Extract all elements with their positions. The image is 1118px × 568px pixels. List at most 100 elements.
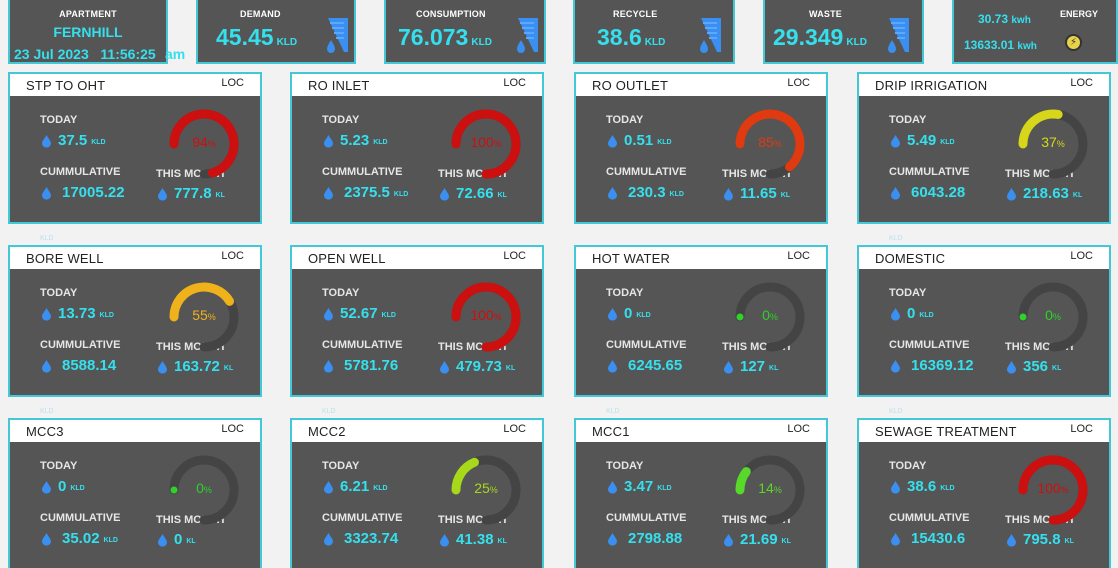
ghost-unit: KLD: [322, 408, 336, 415]
meter-card[interactable]: RO INLET LOC TODAY 5.23 KLD CUMMULATIVE 2…: [290, 72, 544, 224]
today-value: 5.49 KLD: [907, 132, 955, 149]
water-tap-icon: [517, 18, 538, 53]
water-drop-icon: [724, 534, 733, 547]
water-drop-icon: [42, 308, 51, 321]
loc-link[interactable]: LOC: [1070, 250, 1093, 262]
water-drop-icon: [891, 360, 900, 373]
water-drop-icon: [724, 361, 733, 374]
today-label: TODAY: [606, 287, 644, 299]
water-drop-icon: [324, 308, 333, 321]
meter-card[interactable]: BORE WELL LOC TODAY 13.73 KLD CUMMULATIVE…: [8, 245, 262, 415]
energy-panel: 30.73 kwh ENERGY 13633.01 kwh ⚡: [952, 0, 1118, 64]
gauge-track: [1018, 282, 1088, 352]
usage-gauge: [735, 282, 805, 352]
cumulative-label: CUMMULATIVE: [40, 166, 121, 178]
water-drop-icon: [42, 135, 51, 148]
cumulative-value: 17005.22: [62, 184, 125, 201]
loc-link[interactable]: LOC: [221, 77, 244, 89]
meter-card[interactable]: SEWAGE TREATMENT LOC TODAY 38.6 KLD CUMMU…: [857, 418, 1111, 568]
loc-link[interactable]: LOC: [787, 250, 810, 262]
recycle-value: 38.6 KLD: [597, 24, 666, 50]
water-drop-icon: [724, 188, 733, 201]
loc-link[interactable]: LOC: [787, 423, 810, 435]
gauge-percent: 100%: [470, 307, 502, 323]
loc-link[interactable]: LOC: [503, 77, 526, 89]
loc-link[interactable]: LOC: [787, 77, 810, 89]
loc-link[interactable]: LOC: [1070, 423, 1093, 435]
meter-card[interactable]: MCC2 LOC TODAY 6.21 KLD CUMMULATIVE 3323.…: [290, 418, 544, 568]
card-header: HOT WATER LOC: [576, 247, 826, 269]
ampm-text: am: [165, 46, 186, 62]
gauge-fill: [169, 282, 235, 322]
gauge-percent: 37%: [1041, 134, 1065, 150]
meter-card[interactable]: DRIP IRRIGATION LOC TODAY 5.49 KLD CUMMUL…: [857, 72, 1111, 242]
today-value: 6.21 KLD: [340, 478, 388, 495]
gauge-zero-dot: [170, 486, 178, 494]
water-drop-icon: [1007, 361, 1016, 374]
consumption-label: CONSUMPTION: [416, 9, 486, 19]
cumulative-label: CUMMULATIVE: [40, 512, 121, 524]
cumulative-label: CUMMULATIVE: [889, 339, 970, 351]
today-value: 5.23 KLD: [340, 132, 388, 149]
card-title: RO INLET: [308, 78, 370, 93]
gauge-fill: [451, 109, 521, 179]
cumulative-value: 35.02 KLD: [62, 530, 118, 547]
gauge-fill: [735, 467, 751, 495]
cumulative-label: CUMMULATIVE: [606, 512, 687, 524]
usage-gauge: [451, 109, 521, 179]
meter-card[interactable]: STP TO OHT LOC TODAY 37.5 KLD CUMMULATIVE…: [8, 72, 262, 242]
today-label: TODAY: [322, 287, 360, 299]
cumulative-label: CUMMULATIVE: [606, 339, 687, 351]
card-header: STP TO OHT LOC: [10, 74, 260, 96]
cumulative-value: 5781.76: [344, 357, 399, 374]
gauge-percent: 100%: [470, 134, 502, 150]
water-drop-icon: [440, 534, 449, 547]
water-drop-icon: [891, 308, 900, 321]
today-value: 0 KLD: [907, 305, 934, 322]
meter-card[interactable]: MCC3 LOC TODAY 0 KLD CUMMULATIVE 35.02 KLD…: [8, 418, 262, 568]
cumulative-label: CUMMULATIVE: [40, 339, 121, 351]
cumulative-value: 2798.88: [628, 530, 683, 547]
today-value: 0.51 KLD: [624, 132, 672, 149]
meter-card[interactable]: HOT WATER LOC TODAY 0 KLD CUMMULATIVE 624…: [574, 245, 828, 415]
meter-card[interactable]: MCC1 LOC TODAY 3.47 KLD CUMMULATIVE 2798.…: [574, 418, 828, 568]
meter-card[interactable]: DOMESTIC LOC TODAY 0 KLD CUMMULATIVE 1636…: [857, 245, 1111, 415]
gauge-fill: [169, 109, 239, 178]
usage-gauge: [1018, 282, 1088, 352]
date-text: 23 Jul 2023: [14, 46, 89, 62]
usage-gauge: [169, 282, 239, 352]
apartment-label: APARTMENT: [59, 9, 117, 19]
meter-card[interactable]: OPEN WELL LOC TODAY 52.67 KLD CUMMULATIVE…: [290, 245, 544, 415]
card-title: DOMESTIC: [875, 251, 946, 266]
gauge-fill: [451, 282, 521, 352]
cumulative-value: 15430.6: [911, 530, 966, 547]
demand-panel: DEMAND 45.45 KLD: [196, 0, 356, 64]
loc-link[interactable]: LOC: [503, 423, 526, 435]
waste-panel: WASTE 29.349 KLD: [763, 0, 924, 64]
waste-label: WASTE: [809, 9, 843, 19]
waste-value: 29.349 KLD: [773, 24, 867, 50]
gauge-percent: 85%: [758, 134, 782, 150]
today-value: 13.73 KLD: [58, 305, 114, 322]
loc-link[interactable]: LOC: [221, 250, 244, 262]
water-drop-icon: [608, 308, 617, 321]
gauge-fill: [1018, 455, 1088, 525]
cumulative-label: CUMMULATIVE: [889, 166, 970, 178]
gauge-track: [735, 282, 805, 352]
meter-card[interactable]: RO OUTLET LOC TODAY 0.51 KLD CUMMULATIVE …: [574, 72, 828, 224]
water-drop-icon: [324, 481, 333, 494]
this-month-value: 218.63 KL: [1023, 185, 1083, 202]
loc-link[interactable]: LOC: [1070, 77, 1093, 89]
water-drop-icon: [891, 187, 900, 200]
gauge-track: [169, 455, 239, 525]
water-drop-icon: [42, 187, 51, 200]
water-drop-icon: [608, 533, 617, 546]
card-title: MCC2: [308, 424, 346, 439]
cumulative-value: 8588.14: [62, 357, 117, 374]
cumulative-label: CUMMULATIVE: [606, 166, 687, 178]
loc-link[interactable]: LOC: [221, 423, 244, 435]
card-title: RO OUTLET: [592, 78, 669, 93]
card-header: BORE WELL LOC: [10, 247, 260, 269]
today-value: 0 KLD: [624, 305, 651, 322]
loc-link[interactable]: LOC: [503, 250, 526, 262]
